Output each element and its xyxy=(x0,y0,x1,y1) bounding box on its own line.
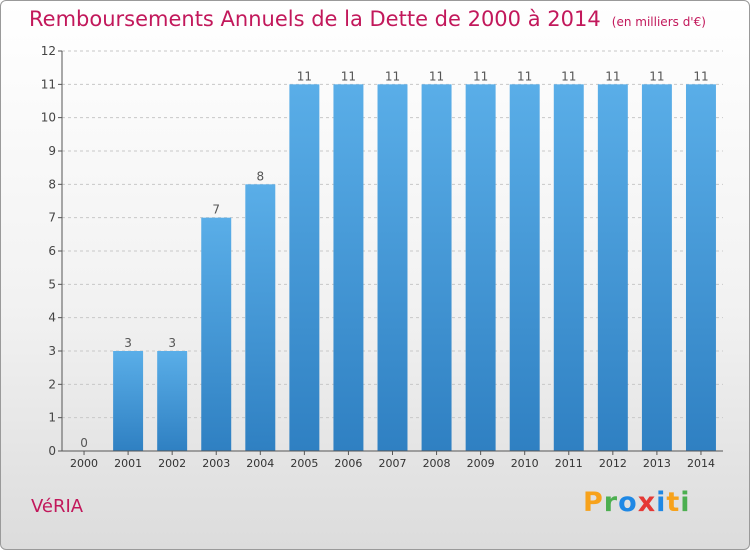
bar-value-label: 11 xyxy=(385,69,400,83)
bar-value-label: 11 xyxy=(473,69,488,83)
logo-letter: P xyxy=(583,487,604,518)
bar xyxy=(421,84,452,451)
logo-letter: i xyxy=(680,487,691,518)
logo-letter: t xyxy=(666,487,681,518)
x-tick-label: 2012 xyxy=(599,457,627,470)
y-tick-label: 5 xyxy=(48,277,56,291)
bar xyxy=(201,217,232,451)
y-tick-label: 12 xyxy=(41,44,56,58)
logo-letter: o xyxy=(618,487,638,518)
x-tick-label: 2006 xyxy=(334,457,362,470)
bar-value-label: 11 xyxy=(517,69,532,83)
chart-unit-note: (en milliers d'€) xyxy=(611,15,706,29)
bar-value-label: 3 xyxy=(168,336,176,350)
bar xyxy=(289,84,320,451)
bar xyxy=(685,84,716,451)
x-tick-label: 2003 xyxy=(202,457,230,470)
logo-letter: x xyxy=(637,487,657,518)
y-tick-label: 3 xyxy=(48,344,56,358)
bar xyxy=(333,84,364,451)
bar xyxy=(377,84,408,451)
bar xyxy=(641,84,672,451)
x-tick-label: 2004 xyxy=(246,457,274,470)
chart-title: Remboursements Annuels de la Dette de 20… xyxy=(29,7,706,31)
chart-title-text: Remboursements Annuels de la Dette de 20… xyxy=(29,7,601,31)
bar xyxy=(245,184,276,452)
y-tick-label: 11 xyxy=(41,77,56,91)
bar-value-label: 11 xyxy=(605,69,620,83)
bar-value-label: 8 xyxy=(256,169,264,183)
commune-name: VéRIA xyxy=(31,496,84,517)
x-tick-label: 2008 xyxy=(423,457,451,470)
x-tick-label: 2001 xyxy=(114,457,142,470)
x-tick-label: 2007 xyxy=(379,457,407,470)
x-tick-label: 2011 xyxy=(555,457,583,470)
bar xyxy=(465,84,496,451)
x-tick-label: 2005 xyxy=(290,457,318,470)
bar-value-label: 11 xyxy=(649,69,664,83)
y-tick-label: 4 xyxy=(48,311,56,325)
bar xyxy=(157,351,188,451)
bars-group: 0 3 3 7 8 11 11 11 11 11 11 11 11 11 11 xyxy=(80,69,716,452)
bar xyxy=(553,84,584,451)
bar-value-label: 7 xyxy=(212,203,220,217)
bar-value-label: 11 xyxy=(341,69,356,83)
proxiti-logo: Proxiti xyxy=(583,487,691,518)
bar-value-label: 11 xyxy=(297,69,312,83)
logo-letter: i xyxy=(656,487,667,518)
bar-value-label: 11 xyxy=(429,69,444,83)
x-tick-label: 2009 xyxy=(467,457,495,470)
x-tick-label: 2000 xyxy=(70,457,98,470)
bar-value-label: 0 xyxy=(80,436,88,450)
y-tick-label: 10 xyxy=(41,111,56,125)
bar xyxy=(509,84,540,451)
logo-letter: r xyxy=(603,487,619,518)
y-tick-label: 1 xyxy=(48,411,56,425)
x-tick-label: 2010 xyxy=(511,457,539,470)
y-tick-label: 2 xyxy=(48,377,56,391)
x-tick-label: 2002 xyxy=(158,457,186,470)
bar xyxy=(597,84,628,451)
bar-value-label: 11 xyxy=(561,69,576,83)
y-tick-label: 0 xyxy=(48,444,56,458)
x-tick-label: 2014 xyxy=(687,457,715,470)
y-tick-label: 7 xyxy=(48,211,56,225)
y-tick-label: 8 xyxy=(48,177,56,191)
bar-value-label: 11 xyxy=(693,69,708,83)
x-tick-label: 2013 xyxy=(643,457,671,470)
y-tick-label: 6 xyxy=(48,244,56,258)
bar xyxy=(113,351,144,451)
bar-value-label: 3 xyxy=(124,336,132,350)
y-tick-label: 9 xyxy=(48,144,56,158)
